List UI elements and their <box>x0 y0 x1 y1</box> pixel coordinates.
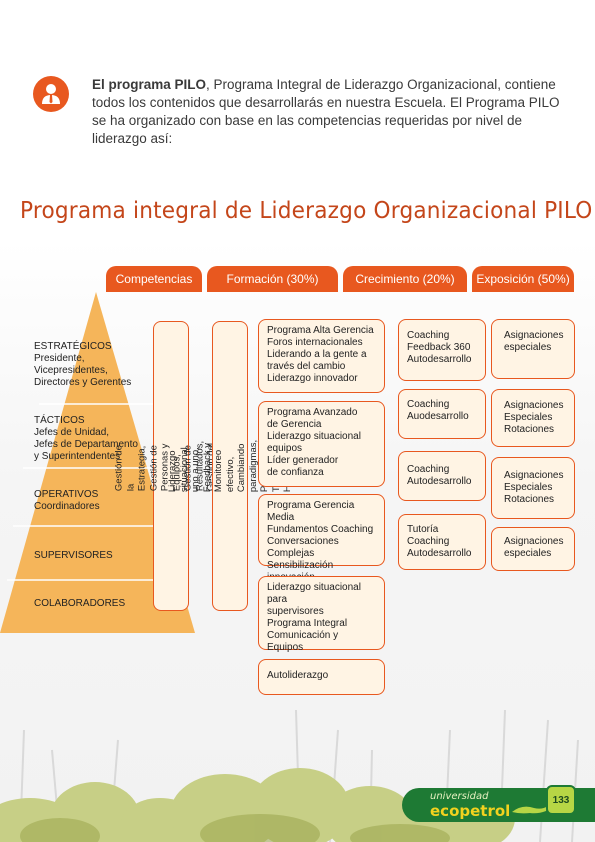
card-line: especiales <box>504 548 552 559</box>
exposicion-card: Asignaciones Especiales Rotaciones <box>491 389 575 447</box>
card-line: Coaching <box>407 464 450 475</box>
card-line: Autodesarrollo <box>407 476 472 487</box>
card-line: Especiales <box>504 482 553 493</box>
exposicion-card: Asignaciones Especiales Rotaciones <box>491 457 575 519</box>
card-line: equipos <box>267 443 303 454</box>
level-colaboradores: COLABORADORES <box>34 598 125 610</box>
tab-formacion: Formación (30%) <box>207 266 338 292</box>
card-line: Programa Gerencia Media <box>267 500 355 523</box>
tab-competencias: Competencias <box>106 266 202 292</box>
card-line: Asignaciones <box>504 536 564 547</box>
logo-small-text: universidad <box>430 791 489 802</box>
formacion-general-box: Liderazgo situacional uno a uno, Feedbac… <box>167 321 293 611</box>
intro-paragraph: El programa PILO, Programa Integral de L… <box>92 76 562 148</box>
exposicion-card: Asignaciones especiales <box>491 527 575 571</box>
card-line: Programa Avanzado <box>267 407 358 418</box>
competencias-box: Gestión de la Estrategia, Gestión de Per… <box>114 321 228 611</box>
card-line: de Gerencia <box>267 419 322 430</box>
card-line: Liderazgo situacional para <box>267 582 361 605</box>
level-supervisores: SUPERVISORES <box>34 550 113 562</box>
card-line: Coaching <box>407 399 450 410</box>
card-line: Tutoría <box>407 524 439 535</box>
level-title: OPERATIVOS <box>34 489 99 500</box>
card-line: Especiales <box>504 412 553 423</box>
iguana-icon <box>512 806 548 814</box>
card-line: Conversaciones Complejas <box>267 536 339 559</box>
card-line: Líder generador <box>267 455 339 466</box>
formacion-card: Programa Avanzado de Gerencia Liderazgo … <box>258 401 385 487</box>
card-line: Liderando a la gente a <box>267 349 367 360</box>
card-line: supervisores <box>267 606 324 617</box>
level-title: TÁCTICOS <box>34 415 85 426</box>
level-operativos: OPERATIVOS Coordinadores <box>34 489 100 513</box>
card-line: Rotaciones <box>504 494 555 505</box>
level-tacticos: TÁCTICOS Jefes de Unidad, Jefes de Depar… <box>34 415 138 463</box>
page-number-badge: 133 <box>546 785 576 815</box>
pyramid-shape <box>0 292 195 633</box>
logo-big-text: ecopetrol <box>430 802 511 820</box>
card-line: Feedback 360 <box>407 342 471 353</box>
card-line: Autodesarrollo <box>407 548 472 559</box>
exposicion-card: Asignaciones especiales <box>491 319 575 379</box>
formacion-card: Programa Alta Gerencia Foros internacion… <box>258 319 385 393</box>
card-line: Asignaciones <box>504 330 564 341</box>
crecimiento-card: Coaching Auodesarrollo <box>398 389 486 439</box>
tab-exposicion: Exposición (50%) <box>472 266 574 292</box>
card-line: Autodesarrollo <box>407 354 472 365</box>
level-detail: Presidente, Vicepresidentes, Directores … <box>34 353 132 388</box>
formacion-card: Programa Gerencia Media Fundamentos Coac… <box>258 494 385 583</box>
level-detail: Jefes de Unidad, Jefes de Departamento y… <box>34 427 138 462</box>
card-line: Asignaciones <box>504 470 564 481</box>
page-title: Programa integral de Liderazgo Organizac… <box>20 196 593 224</box>
card-line: Auodesarrollo <box>407 411 469 422</box>
card-line: de confianza <box>267 467 324 478</box>
card-line: Programa Alta Gerencia <box>267 325 374 336</box>
person-icon <box>33 76 69 112</box>
card-line: Comunicación y Equipos <box>267 630 339 653</box>
level-title: ESTRATÉGICOS <box>34 341 112 352</box>
card-line: Foros internacionales <box>267 337 363 348</box>
card-line: especiales <box>504 342 552 353</box>
intro-bold: El programa PILO <box>92 77 207 92</box>
crecimiento-card: Coaching Autodesarrollo <box>398 451 486 501</box>
level-title: SUPERVISORES <box>34 550 113 561</box>
card-line: Autoliderazgo <box>267 670 329 681</box>
card-line: Asignaciones <box>504 400 564 411</box>
card-line: través del cambio <box>267 361 346 372</box>
foliage-illustration <box>0 709 579 842</box>
level-estrategicos: ESTRATÉGICOS Presidente, Vicepresidentes… <box>34 341 131 389</box>
level-title: COLABORADORES <box>34 598 126 609</box>
card-line: Rotaciones <box>504 424 555 435</box>
card-line: Fundamentos Coaching <box>267 524 374 535</box>
crecimiento-card: Tutoría Coaching Autodesarrollo <box>398 514 486 570</box>
ecopetrol-logo: universidad ecopetrol <box>430 790 511 820</box>
level-detail: Coordinadores <box>34 501 100 512</box>
crecimiento-card: Coaching Feedback 360 Autodesarrollo <box>398 319 486 381</box>
card-line: Coaching <box>407 536 450 547</box>
card-line: Coaching <box>407 330 450 341</box>
tab-crecimiento: Crecimiento (20%) <box>343 266 467 292</box>
card-line: Liderazgo situacional <box>267 431 361 442</box>
card-line: Programa Integral <box>267 618 348 629</box>
card-line: Liderazgo innovador <box>267 373 358 384</box>
formacion-card: Autoliderazgo <box>258 659 385 695</box>
intro-body: , Programa Integral de Liderazgo Organiz… <box>92 77 560 146</box>
formacion-card: Liderazgo situacional para supervisores … <box>258 576 385 653</box>
